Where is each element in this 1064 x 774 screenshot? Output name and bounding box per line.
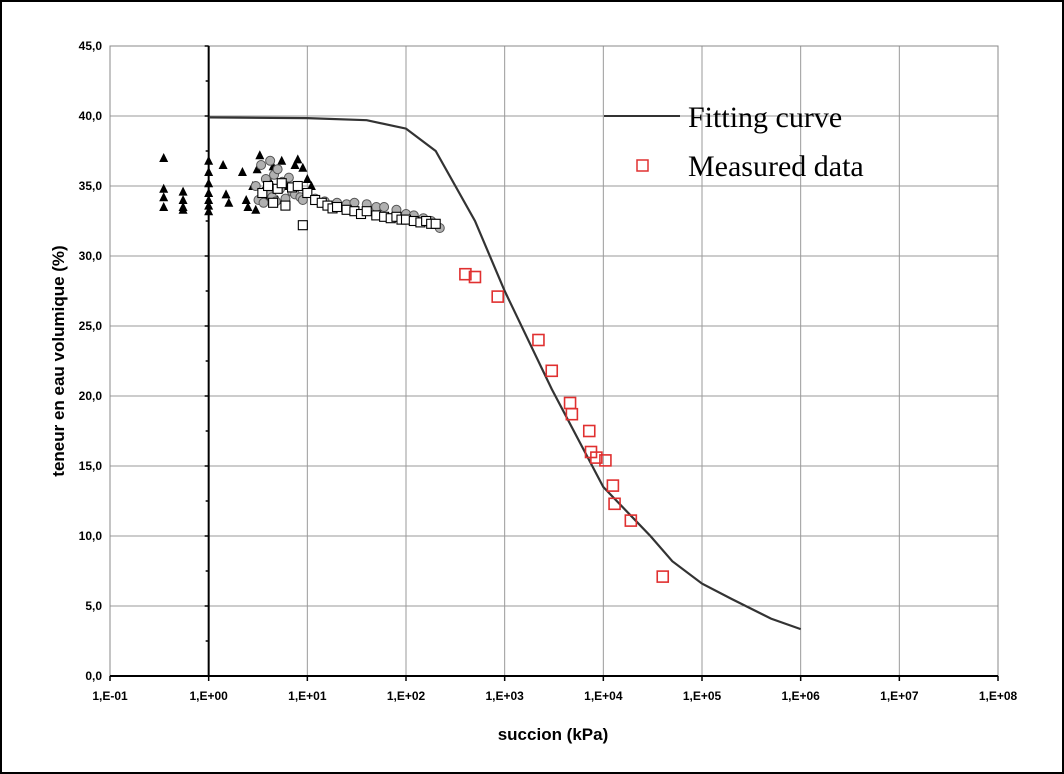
measured-data-point — [532, 333, 545, 347]
y-tick-label: 45,0 — [79, 39, 103, 53]
triangle-point — [204, 188, 214, 197]
x-tick-label: 1,E+06 — [781, 689, 820, 703]
square-point — [361, 206, 372, 217]
measured-data-point — [599, 454, 612, 467]
triangle-point — [293, 154, 303, 164]
circle-point — [265, 155, 276, 166]
y-axis-label: teneur en eau volumique (%) — [49, 245, 68, 476]
triangle-point — [306, 181, 316, 190]
x-tick-label: 1,E+08 — [979, 689, 1018, 703]
y-tick-label: 0,0 — [85, 669, 102, 683]
triangle-point — [204, 195, 214, 204]
square-point — [268, 197, 279, 208]
legend-fitting-curve-label: Fitting curve — [688, 101, 842, 134]
triangle-point — [159, 202, 169, 211]
measured-data-point — [608, 497, 621, 511]
fitting-curve-line — [208, 116, 802, 631]
triangle-point — [221, 189, 231, 199]
series-0 — [208, 116, 802, 631]
circle-point — [258, 197, 269, 208]
measured-data-point — [459, 267, 472, 281]
x-axis-label: succion (kPa) — [498, 725, 609, 744]
measured-data-point — [582, 424, 596, 438]
triangle-point — [204, 178, 214, 188]
y-tick-label: 25,0 — [79, 319, 103, 333]
measured-data-point — [590, 451, 603, 464]
triangle-point — [204, 155, 214, 165]
series-1 — [459, 267, 670, 583]
square-point — [430, 218, 441, 229]
triangle-point — [298, 162, 308, 172]
y-tick-label: 30,0 — [79, 249, 103, 263]
triangle-point — [277, 155, 287, 165]
x-tick-label: 1,E-01 — [92, 689, 128, 703]
square-point — [280, 200, 291, 211]
y-tick-label: 40,0 — [79, 109, 103, 123]
x-tick-label: 1,E+01 — [288, 689, 327, 703]
triangle-point — [178, 195, 188, 204]
triangle-point — [204, 167, 214, 176]
plot-area-border — [109, 45, 999, 677]
x-tick-label: 1,E+07 — [880, 689, 919, 703]
triangle-point — [159, 183, 169, 193]
triangle-point — [204, 206, 214, 216]
measured-data-point — [468, 270, 482, 284]
square-point — [292, 180, 303, 192]
y-tick-label: 20,0 — [79, 389, 103, 403]
measured-data-point — [656, 570, 670, 583]
legend-measured-data-label: Measured data — [688, 150, 864, 183]
measured-data-point — [606, 479, 620, 492]
triangle-point — [255, 150, 265, 160]
triangle-point — [251, 204, 261, 214]
triangle-point — [243, 202, 253, 211]
y-tick-label: 35,0 — [79, 179, 103, 193]
square-point — [257, 187, 268, 199]
square-point — [263, 180, 274, 192]
grid — [109, 45, 999, 677]
triangle-point — [302, 174, 312, 183]
axes — [109, 45, 999, 681]
y-tick-label: 5,0 — [85, 599, 102, 613]
circle-point — [256, 160, 267, 170]
triangle-point — [178, 204, 188, 214]
triangle-point — [178, 186, 188, 196]
square-point — [276, 178, 287, 189]
x-tick-label: 1,E+03 — [485, 689, 524, 703]
square-point — [297, 220, 308, 231]
triangle-point — [159, 153, 169, 162]
y-tick-label: 15,0 — [79, 459, 103, 473]
measured-data-point — [491, 290, 505, 303]
legend: Fitting curve Measured data — [604, 101, 864, 183]
series-layer — [159, 116, 802, 631]
triangle-point — [237, 167, 247, 176]
circle-point — [272, 164, 283, 175]
triangle-point — [159, 192, 169, 202]
measured-data-point — [563, 396, 577, 410]
x-tick-label: 1,E+02 — [387, 689, 426, 703]
measured-data-point — [624, 514, 638, 527]
x-tick-label: 1,E+04 — [584, 689, 623, 703]
x-tick-label: 1,E+05 — [683, 689, 722, 703]
tick-labels: 0,0 5,0 10,0 15,0 20,0 25,0 30,0 35,0 40,0 45,0 1,… — [79, 39, 1018, 703]
square-point — [302, 187, 313, 199]
triangle-point — [290, 160, 300, 169]
square-point — [331, 201, 343, 213]
legend-measured-data-swatch — [636, 159, 649, 172]
x-tick-label: 1,E+00 — [189, 689, 228, 703]
triangle-point — [204, 200, 214, 210]
triangle-point — [224, 197, 234, 207]
triangle-point — [218, 160, 228, 169]
circle-point — [379, 202, 390, 212]
y-tick-label: 10,0 — [79, 529, 103, 543]
triangle-point — [252, 164, 262, 174]
triangle-point — [241, 195, 251, 204]
measured-data-point — [565, 407, 579, 421]
series-4 — [257, 178, 441, 231]
measured-data-point — [545, 364, 559, 378]
